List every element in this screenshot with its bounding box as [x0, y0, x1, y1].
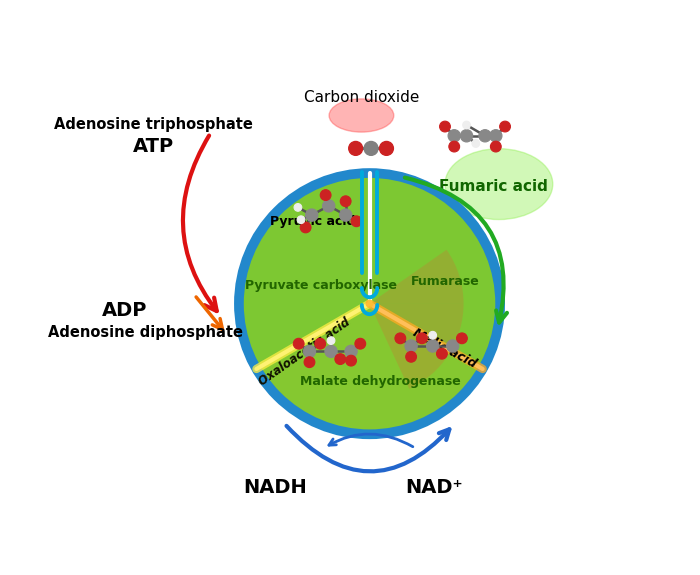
Circle shape: [239, 173, 500, 434]
Circle shape: [293, 338, 304, 349]
Circle shape: [456, 333, 468, 344]
Circle shape: [297, 216, 305, 224]
Circle shape: [346, 355, 356, 366]
Circle shape: [395, 333, 406, 344]
FancyArrowPatch shape: [329, 434, 413, 447]
Circle shape: [327, 337, 335, 344]
Text: Carbon dioxide: Carbon dioxide: [304, 90, 419, 105]
Ellipse shape: [329, 99, 394, 132]
Circle shape: [426, 340, 439, 352]
Wedge shape: [256, 304, 482, 434]
Text: Adenosine diphosphate: Adenosine diphosphate: [48, 325, 244, 340]
Text: Oxaloacetic acid: Oxaloacetic acid: [257, 316, 353, 389]
Circle shape: [463, 121, 470, 129]
Text: NADH: NADH: [244, 478, 307, 497]
Circle shape: [437, 348, 447, 359]
Text: Fumarase: Fumarase: [411, 275, 480, 288]
Circle shape: [351, 216, 362, 227]
Circle shape: [448, 129, 461, 142]
Circle shape: [479, 129, 491, 142]
Circle shape: [447, 340, 459, 352]
Circle shape: [379, 141, 393, 155]
Circle shape: [315, 338, 326, 349]
Circle shape: [325, 345, 337, 358]
Circle shape: [491, 141, 501, 152]
Text: ATP: ATP: [134, 137, 174, 156]
Text: Adenosine triphosphate: Adenosine triphosphate: [55, 117, 253, 132]
FancyArrowPatch shape: [405, 178, 507, 323]
Circle shape: [364, 141, 378, 155]
Circle shape: [340, 209, 352, 221]
Ellipse shape: [445, 149, 553, 220]
Circle shape: [500, 121, 510, 132]
FancyArrowPatch shape: [196, 297, 223, 329]
Circle shape: [490, 129, 502, 142]
FancyArrowPatch shape: [286, 426, 449, 471]
Circle shape: [449, 141, 460, 152]
Text: Malate dehydrogenase: Malate dehydrogenase: [300, 375, 461, 388]
FancyArrowPatch shape: [183, 136, 217, 311]
Text: Pyruvate carboxylase: Pyruvate carboxylase: [245, 279, 397, 293]
Wedge shape: [370, 304, 463, 389]
Circle shape: [461, 129, 473, 142]
Circle shape: [355, 338, 365, 349]
Circle shape: [304, 356, 315, 367]
Circle shape: [294, 204, 302, 211]
Circle shape: [429, 331, 437, 339]
Circle shape: [323, 200, 335, 212]
Wedge shape: [370, 250, 463, 304]
Circle shape: [321, 190, 331, 201]
Circle shape: [406, 351, 416, 362]
Circle shape: [306, 209, 318, 221]
Circle shape: [345, 345, 357, 358]
Circle shape: [349, 141, 363, 155]
Text: NAD⁺: NAD⁺: [405, 478, 463, 497]
Circle shape: [440, 121, 450, 132]
Circle shape: [340, 196, 351, 206]
Circle shape: [405, 340, 417, 352]
Circle shape: [335, 354, 346, 365]
Text: Pyruvic acid: Pyruvic acid: [270, 215, 356, 228]
Text: ADP: ADP: [102, 301, 147, 320]
Circle shape: [303, 345, 316, 358]
Text: Fumaric acid: Fumaric acid: [439, 179, 548, 194]
Circle shape: [472, 140, 480, 147]
Text: Malic acid: Malic acid: [411, 325, 479, 370]
Circle shape: [300, 222, 311, 233]
Circle shape: [416, 333, 427, 344]
